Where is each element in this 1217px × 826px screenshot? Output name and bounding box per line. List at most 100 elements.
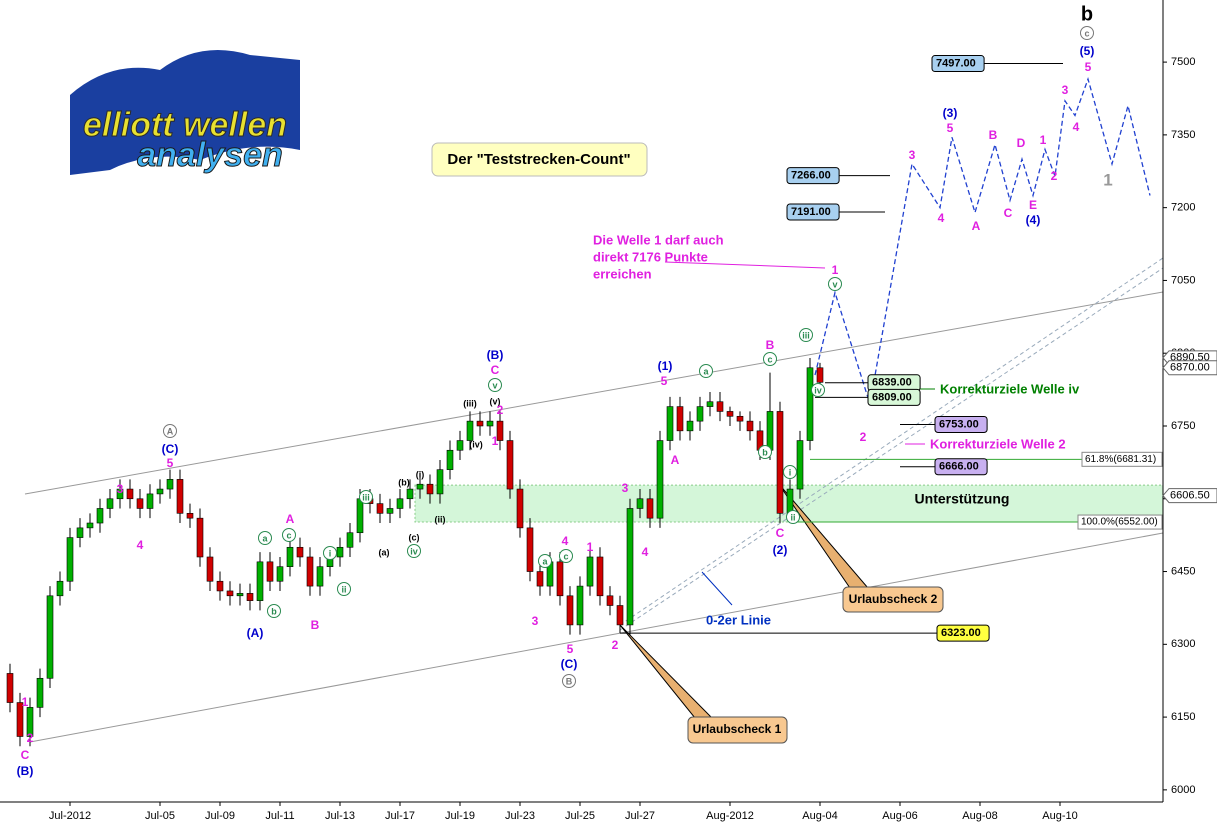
wave-label: 1 <box>22 695 29 709</box>
callout <box>687 716 788 744</box>
candle-body <box>736 415 744 422</box>
candle-body <box>136 498 144 509</box>
pointer-line <box>701 571 733 606</box>
candle-body <box>416 483 424 490</box>
wave-label: i <box>329 548 332 558</box>
wave-label: c <box>767 354 772 364</box>
candle-body <box>656 440 664 519</box>
wave-label: v <box>492 380 497 390</box>
wave-label: E <box>1029 198 1037 212</box>
level-label: 6753.00 <box>939 418 979 430</box>
wave-label: b <box>271 606 277 616</box>
candle-body <box>266 561 274 582</box>
wave-label: a <box>262 533 268 543</box>
channel-upper <box>24 291 1164 495</box>
note: erreichen <box>593 266 652 281</box>
wave-circle <box>1080 26 1094 40</box>
wave-label: C <box>1004 206 1013 220</box>
wave-circle <box>337 582 351 596</box>
wave-label: iii <box>802 330 810 340</box>
wave-label: C <box>776 526 785 540</box>
x-tick-label: Aug-10 <box>1042 810 1077 822</box>
wave-label: (b) <box>398 477 410 487</box>
level-label: 7191.00 <box>791 206 831 218</box>
wave-label: iii <box>362 492 370 502</box>
wave-circle <box>559 549 573 563</box>
candle-body <box>116 488 124 500</box>
zone-label: Unterstützung <box>915 490 1010 506</box>
candle-body <box>66 537 74 582</box>
chart-title: Der "Teststrecken-Count" <box>447 151 630 168</box>
wave-circle <box>538 554 552 568</box>
wave-label: ii <box>341 584 346 594</box>
candle-body <box>476 420 484 427</box>
candle-body <box>726 411 734 417</box>
candle-body <box>286 546 294 567</box>
forecast-line <box>814 76 1151 405</box>
candle-body <box>336 546 344 558</box>
wave-circle <box>699 364 713 378</box>
wave-label: 4 <box>1073 120 1080 134</box>
fib-box <box>1077 514 1163 530</box>
price-tag <box>1162 360 1217 376</box>
wave-label: 2 <box>612 638 619 652</box>
wave-circle <box>359 490 373 504</box>
price-tag-label: 6870.00 <box>1170 362 1210 374</box>
wave-label: 5 <box>947 121 954 135</box>
wave-label: 4 <box>642 545 649 559</box>
wave-label: C <box>21 748 30 762</box>
candle-body <box>576 585 584 626</box>
candle-body <box>216 580 224 592</box>
wave-circle <box>267 604 281 618</box>
x-tick-label: Aug-04 <box>802 810 837 822</box>
pointer-line <box>664 261 826 269</box>
x-tick-label: Jul-17 <box>385 810 415 822</box>
candle-body <box>386 508 394 514</box>
wave-label: 4 <box>562 534 569 548</box>
y-tick-label: 6450 <box>1171 565 1195 577</box>
candle-body <box>206 556 214 582</box>
candle-body <box>306 556 314 587</box>
wave-label: a <box>542 556 548 566</box>
candle-body <box>596 556 604 597</box>
x-tick-label: Jul-09 <box>205 810 235 822</box>
y-tick-label: 6300 <box>1171 638 1195 650</box>
wave-label: (v) <box>490 396 501 406</box>
wave-label: iv <box>410 546 418 556</box>
x-tick-label: Jul-27 <box>625 810 655 822</box>
wave-label: 5 <box>661 374 668 388</box>
candle-body <box>566 595 574 626</box>
wave-circle <box>786 510 800 524</box>
candle-body <box>86 522 94 529</box>
wave-circle <box>323 546 337 560</box>
level-box <box>934 416 988 434</box>
candle-body <box>256 561 264 601</box>
wave-label: B <box>311 618 320 632</box>
wave-label: 4 <box>137 538 144 552</box>
candle-body <box>236 593 244 597</box>
note: 0-2er Linie <box>706 612 771 627</box>
trend-dashed <box>619 257 1164 626</box>
level-box <box>936 624 990 642</box>
wave-circle <box>763 352 777 366</box>
candle-body <box>506 440 514 490</box>
y-tick-label: 6000 <box>1171 784 1195 796</box>
wave-label: (i) <box>416 469 425 479</box>
wave-label: c <box>286 530 291 540</box>
x-tick-label: Jul-23 <box>505 810 535 822</box>
wave-label: 1 <box>492 434 499 448</box>
wave-label: (B) <box>487 348 504 362</box>
candle-body <box>776 411 784 514</box>
x-tick-label: Jul-19 <box>445 810 475 822</box>
wave-label: iv <box>814 385 822 395</box>
wave-label: (ii) <box>435 514 446 524</box>
candle-body <box>486 420 494 427</box>
level-box <box>934 458 988 476</box>
level-label: 6323.00 <box>941 627 981 639</box>
candle-body <box>806 367 814 441</box>
callout <box>842 586 944 613</box>
candle-body <box>346 532 354 548</box>
wave-label: A <box>671 453 680 467</box>
candle-body <box>46 595 54 679</box>
